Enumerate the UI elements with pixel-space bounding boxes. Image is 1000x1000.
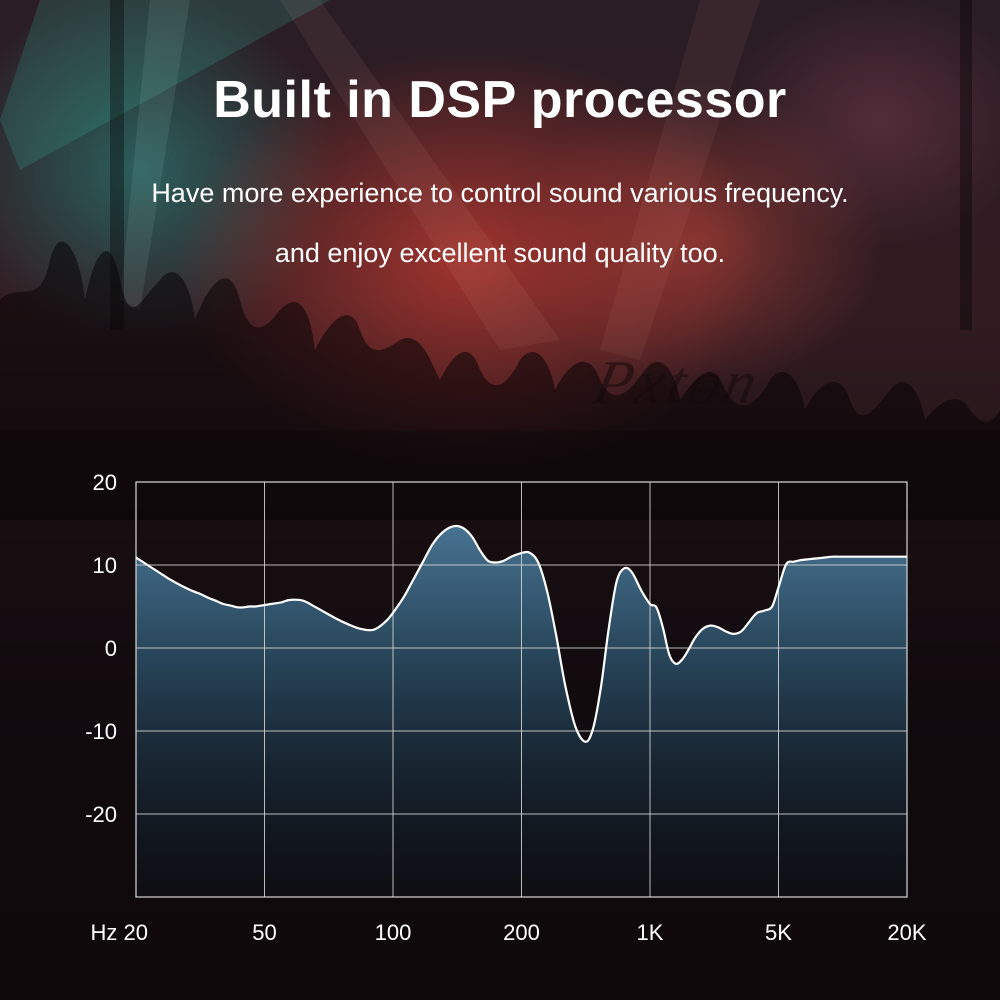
x-tick-label: 20K — [887, 920, 926, 945]
page-title: Built in DSP processor — [213, 71, 787, 129]
x-tick-label: 200 — [503, 920, 540, 945]
x-tick-label: Hz 20 — [91, 920, 148, 945]
y-tick-label: -10 — [85, 719, 117, 744]
x-tick-label: 100 — [375, 920, 412, 945]
subtitle-line-1: Have more experience to control sound va… — [151, 178, 849, 208]
y-tick-label: 0 — [105, 636, 117, 661]
y-axis-ticks: 20 10 0 -10 -20 — [85, 470, 117, 827]
response-curve-line — [135, 524, 907, 743]
chart-grid — [135, 481, 908, 898]
x-tick-label: 1K — [637, 920, 664, 945]
y-tick-label: 10 — [93, 553, 117, 578]
y-tick-label: 20 — [93, 470, 117, 495]
x-tick-label: 50 — [252, 920, 276, 945]
x-tick-label: 5K — [765, 920, 792, 945]
x-axis-ticks: Hz 20 50 100 200 1K 5K 20K — [91, 920, 927, 945]
y-tick-label: -20 — [85, 802, 117, 827]
subtitle-line-2: and enjoy excellent sound quality too. — [274, 238, 726, 268]
